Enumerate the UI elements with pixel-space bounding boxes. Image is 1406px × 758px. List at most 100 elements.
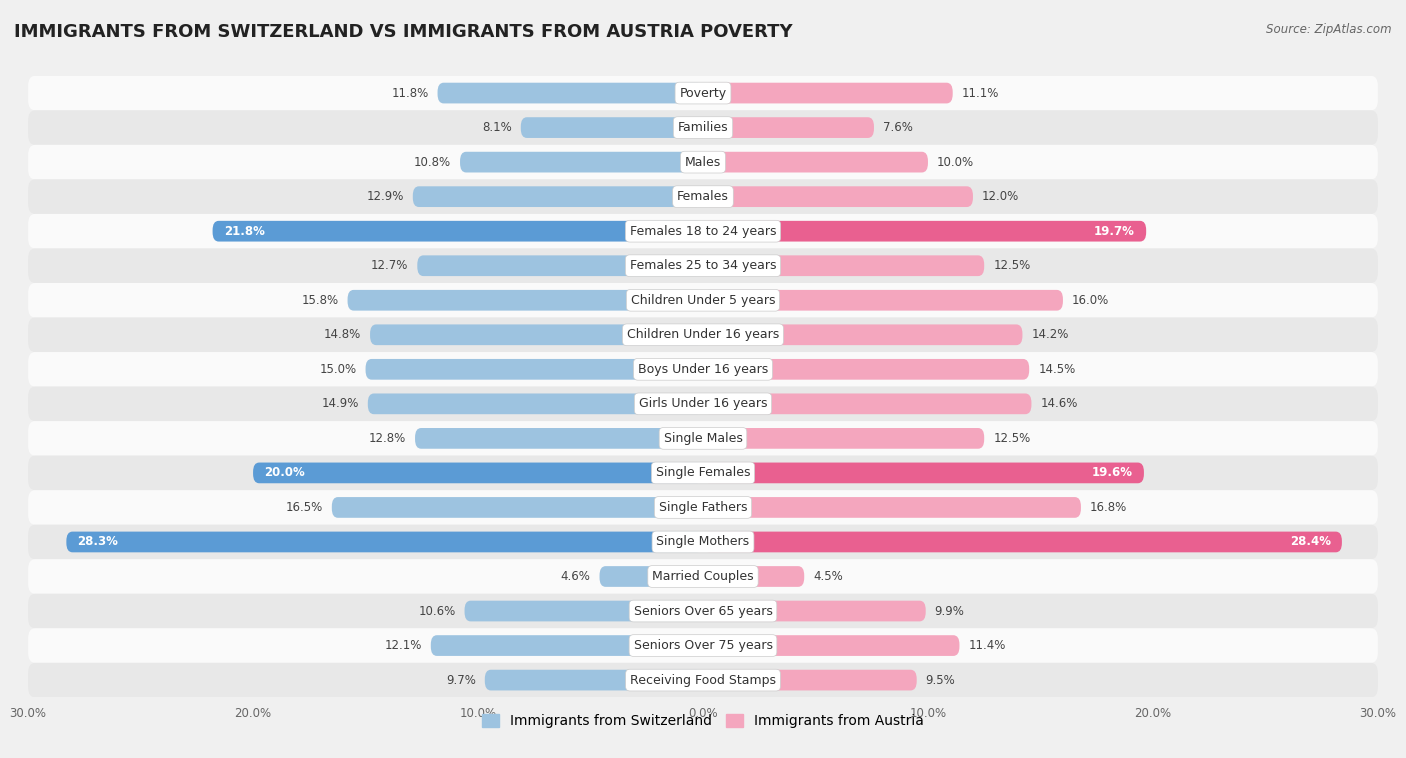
FancyBboxPatch shape [703, 531, 1341, 553]
Text: Girls Under 16 years: Girls Under 16 years [638, 397, 768, 410]
FancyBboxPatch shape [703, 324, 1022, 345]
FancyBboxPatch shape [413, 186, 703, 207]
FancyBboxPatch shape [28, 111, 1378, 145]
Text: Children Under 5 years: Children Under 5 years [631, 294, 775, 307]
Text: 28.3%: 28.3% [77, 535, 118, 549]
FancyBboxPatch shape [703, 255, 984, 276]
Text: 12.7%: 12.7% [371, 259, 408, 272]
Text: 16.5%: 16.5% [285, 501, 323, 514]
Text: Females: Females [678, 190, 728, 203]
Text: 14.9%: 14.9% [322, 397, 359, 410]
Text: 10.6%: 10.6% [419, 605, 456, 618]
Text: Children Under 16 years: Children Under 16 years [627, 328, 779, 341]
FancyBboxPatch shape [28, 594, 1378, 628]
Text: 28.4%: 28.4% [1289, 535, 1330, 549]
FancyBboxPatch shape [703, 117, 875, 138]
Text: 19.7%: 19.7% [1094, 224, 1135, 238]
FancyBboxPatch shape [370, 324, 703, 345]
FancyBboxPatch shape [28, 525, 1378, 559]
Text: Single Males: Single Males [664, 432, 742, 445]
FancyBboxPatch shape [28, 76, 1378, 111]
Text: 12.0%: 12.0% [981, 190, 1019, 203]
FancyBboxPatch shape [212, 221, 703, 242]
Text: 4.6%: 4.6% [561, 570, 591, 583]
FancyBboxPatch shape [599, 566, 703, 587]
Text: Poverty: Poverty [679, 86, 727, 99]
FancyBboxPatch shape [703, 566, 804, 587]
FancyBboxPatch shape [28, 283, 1378, 318]
Text: Married Couples: Married Couples [652, 570, 754, 583]
FancyBboxPatch shape [28, 318, 1378, 352]
FancyBboxPatch shape [703, 186, 973, 207]
Text: 7.6%: 7.6% [883, 121, 912, 134]
Text: 16.8%: 16.8% [1090, 501, 1128, 514]
Text: IMMIGRANTS FROM SWITZERLAND VS IMMIGRANTS FROM AUSTRIA POVERTY: IMMIGRANTS FROM SWITZERLAND VS IMMIGRANT… [14, 23, 793, 41]
Text: 16.0%: 16.0% [1071, 294, 1109, 307]
Text: 9.9%: 9.9% [935, 605, 965, 618]
Text: 11.1%: 11.1% [962, 86, 1000, 99]
FancyBboxPatch shape [703, 428, 984, 449]
Text: 19.6%: 19.6% [1091, 466, 1133, 479]
FancyBboxPatch shape [437, 83, 703, 103]
FancyBboxPatch shape [366, 359, 703, 380]
Text: Families: Families [678, 121, 728, 134]
FancyBboxPatch shape [28, 249, 1378, 283]
FancyBboxPatch shape [460, 152, 703, 173]
Text: 15.0%: 15.0% [319, 363, 357, 376]
Legend: Immigrants from Switzerland, Immigrants from Austria: Immigrants from Switzerland, Immigrants … [477, 709, 929, 734]
FancyBboxPatch shape [28, 628, 1378, 662]
FancyBboxPatch shape [485, 670, 703, 691]
FancyBboxPatch shape [703, 635, 959, 656]
FancyBboxPatch shape [703, 359, 1029, 380]
Text: 14.5%: 14.5% [1038, 363, 1076, 376]
Text: 12.8%: 12.8% [368, 432, 406, 445]
Text: Females 18 to 24 years: Females 18 to 24 years [630, 224, 776, 238]
FancyBboxPatch shape [66, 531, 703, 553]
Text: Single Females: Single Females [655, 466, 751, 479]
FancyBboxPatch shape [28, 387, 1378, 421]
Text: Boys Under 16 years: Boys Under 16 years [638, 363, 768, 376]
Text: Receiving Food Stamps: Receiving Food Stamps [630, 674, 776, 687]
Text: 12.5%: 12.5% [993, 259, 1031, 272]
Text: 14.6%: 14.6% [1040, 397, 1078, 410]
Text: 21.8%: 21.8% [224, 224, 264, 238]
Text: Seniors Over 65 years: Seniors Over 65 years [634, 605, 772, 618]
FancyBboxPatch shape [332, 497, 703, 518]
FancyBboxPatch shape [347, 290, 703, 311]
FancyBboxPatch shape [28, 662, 1378, 697]
FancyBboxPatch shape [28, 559, 1378, 594]
Text: 11.8%: 11.8% [391, 86, 429, 99]
Text: Single Mothers: Single Mothers [657, 535, 749, 549]
FancyBboxPatch shape [415, 428, 703, 449]
Text: 12.5%: 12.5% [993, 432, 1031, 445]
FancyBboxPatch shape [703, 393, 1032, 414]
FancyBboxPatch shape [703, 600, 925, 622]
Text: 12.1%: 12.1% [384, 639, 422, 652]
Text: Source: ZipAtlas.com: Source: ZipAtlas.com [1267, 23, 1392, 36]
FancyBboxPatch shape [28, 180, 1378, 214]
FancyBboxPatch shape [430, 635, 703, 656]
FancyBboxPatch shape [418, 255, 703, 276]
FancyBboxPatch shape [28, 214, 1378, 249]
FancyBboxPatch shape [464, 600, 703, 622]
FancyBboxPatch shape [253, 462, 703, 484]
FancyBboxPatch shape [703, 152, 928, 173]
Text: 9.7%: 9.7% [446, 674, 475, 687]
Text: 4.5%: 4.5% [813, 570, 844, 583]
Text: 12.9%: 12.9% [367, 190, 404, 203]
Text: 10.0%: 10.0% [936, 155, 974, 168]
Text: 11.4%: 11.4% [969, 639, 1005, 652]
FancyBboxPatch shape [703, 497, 1081, 518]
FancyBboxPatch shape [520, 117, 703, 138]
FancyBboxPatch shape [28, 145, 1378, 180]
FancyBboxPatch shape [703, 221, 1146, 242]
Text: Seniors Over 75 years: Seniors Over 75 years [634, 639, 772, 652]
Text: 14.2%: 14.2% [1032, 328, 1069, 341]
FancyBboxPatch shape [703, 462, 1144, 484]
Text: 8.1%: 8.1% [482, 121, 512, 134]
FancyBboxPatch shape [28, 352, 1378, 387]
Text: 15.8%: 15.8% [301, 294, 339, 307]
FancyBboxPatch shape [28, 490, 1378, 525]
Text: Females 25 to 34 years: Females 25 to 34 years [630, 259, 776, 272]
Text: 14.8%: 14.8% [323, 328, 361, 341]
